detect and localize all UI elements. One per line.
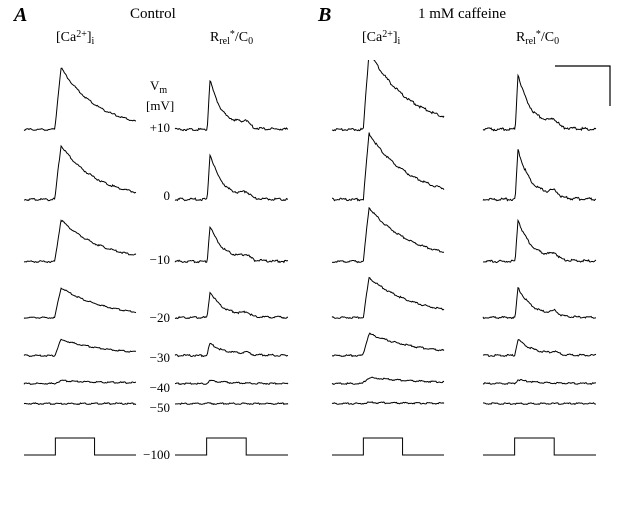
- stimulus-pulse: [332, 438, 444, 455]
- trace: [483, 221, 596, 263]
- panel-a-label: A: [14, 4, 27, 27]
- col-b-rr-header: Rrel*/C0: [516, 30, 559, 46]
- trace: [175, 227, 288, 262]
- trace: [332, 278, 444, 319]
- trace: [24, 220, 136, 262]
- trace: [175, 343, 288, 356]
- trace: [175, 380, 288, 384]
- trace: [332, 402, 444, 405]
- col-a-ca-header: [Ca2+]i: [56, 30, 94, 46]
- trace: [24, 68, 136, 130]
- panel-a-title: Control: [130, 6, 176, 23]
- trace: [483, 340, 596, 357]
- trace: [483, 288, 596, 319]
- panel-b-label: B: [318, 4, 331, 27]
- stimulus-pulse: [483, 438, 596, 455]
- trace: [483, 379, 596, 384]
- scale-bar: [555, 66, 610, 106]
- trace: [483, 149, 596, 200]
- trace: [175, 403, 288, 405]
- trace: [332, 208, 444, 263]
- stimulus-pulse: [24, 438, 136, 455]
- stimulus-pulse: [175, 438, 288, 455]
- trace: [175, 293, 288, 319]
- trace: [24, 380, 136, 384]
- col-a-rr-header: Rrel*/C0: [210, 30, 253, 46]
- trace: [175, 81, 288, 131]
- trace: [483, 403, 596, 405]
- trace: [332, 377, 444, 384]
- trace: [24, 146, 136, 201]
- trace: [332, 133, 444, 201]
- trace: [332, 60, 444, 131]
- trace: [175, 155, 288, 200]
- trace: [332, 333, 444, 356]
- trace: [24, 288, 136, 318]
- col-b-ca-header: [Ca2+]i: [362, 30, 400, 46]
- trace: [24, 339, 136, 356]
- panel-b-title: 1 mM caffeine: [418, 6, 506, 23]
- trace: [483, 75, 596, 130]
- trace-canvas: [0, 60, 627, 506]
- trace: [24, 403, 136, 405]
